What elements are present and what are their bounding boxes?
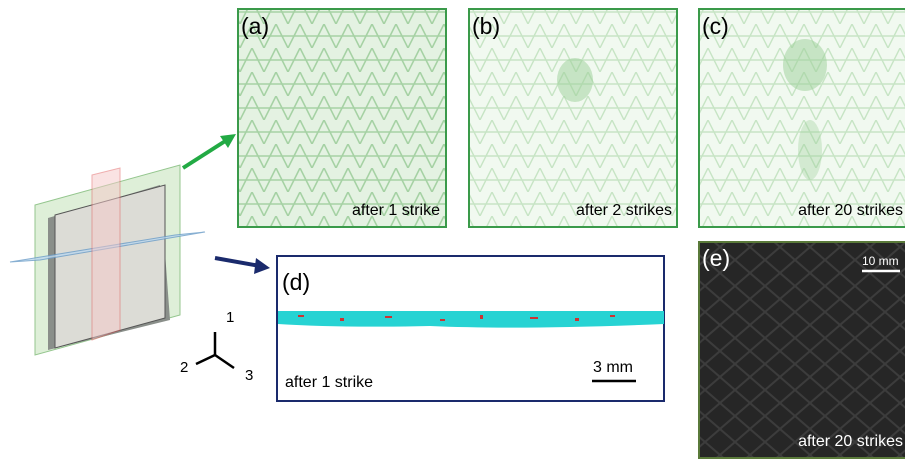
- cross-section: [278, 311, 664, 328]
- axes: [196, 332, 234, 368]
- scale-label: 3 mm: [593, 359, 633, 376]
- panel-label: (b): [472, 13, 500, 39]
- arrow: [215, 258, 260, 266]
- panel-caption: after 20 strikes: [798, 202, 903, 219]
- panel-caption: after 20 strikes: [798, 433, 903, 450]
- panel-label: (e): [702, 245, 730, 271]
- panel-image: [699, 242, 905, 458]
- panel-label: (d): [282, 269, 310, 295]
- axis-label: 1: [226, 309, 234, 326]
- panel-image: [238, 9, 446, 227]
- scale-label: 10 mm: [862, 254, 899, 268]
- arrow: [183, 138, 230, 168]
- figure: 1 2 3 (a) after 1 strike (b) after 2 str…: [0, 0, 905, 459]
- panel-label: (c): [702, 13, 729, 39]
- panel-label: (a): [241, 13, 269, 39]
- schematic: 1 2 3: [10, 134, 270, 384]
- panel-caption: after 1 strike: [285, 374, 373, 391]
- panel-caption: after 1 strike: [352, 202, 440, 219]
- panel-image: [469, 9, 677, 227]
- axis-label: 2: [180, 359, 188, 376]
- axis-label: 3: [245, 367, 253, 384]
- panel-caption: after 2 strikes: [576, 202, 672, 219]
